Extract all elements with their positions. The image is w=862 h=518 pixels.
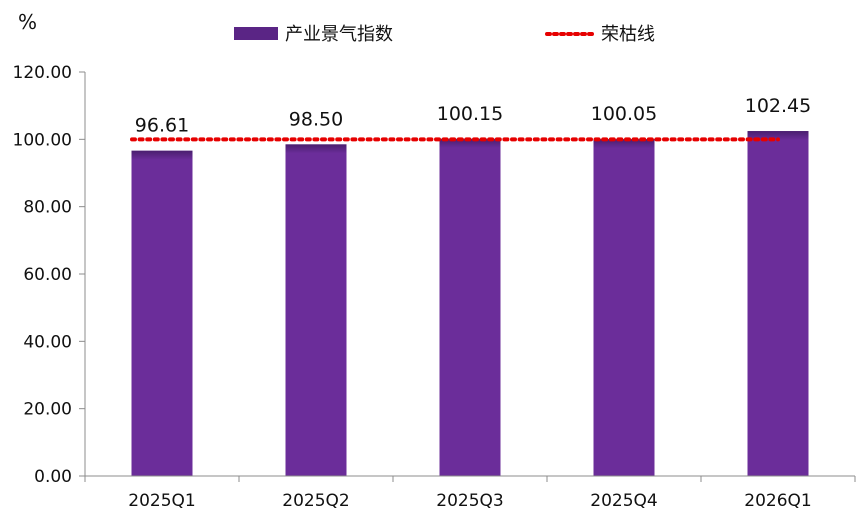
x-tick-label: 2025Q4 [590, 491, 657, 511]
data-label: 100.15 [437, 103, 503, 125]
data-label: 102.45 [745, 95, 811, 117]
y-tick-label: 120.00 [13, 63, 72, 83]
data-label: 96.61 [135, 115, 189, 137]
bar-top-shade [593, 139, 655, 149]
y-tick-label: 80.00 [23, 198, 72, 218]
legend-label-line: 荣枯线 [601, 24, 655, 45]
y-tick-label: 40.00 [23, 332, 72, 352]
bar-top-shade [747, 131, 809, 141]
bar [439, 138, 501, 476]
y-tick-label: 0.00 [34, 467, 72, 487]
bar [593, 139, 655, 477]
x-tick-label: 2025Q2 [282, 491, 349, 511]
bar [131, 150, 193, 476]
x-tick-label: 2025Q1 [128, 491, 195, 511]
data-label: 100.05 [591, 103, 657, 125]
x-tick-label: 2025Q3 [436, 491, 503, 511]
bar-top-shade [439, 138, 501, 148]
data-label: 98.50 [289, 108, 343, 130]
x-tick-label: 2026Q1 [744, 491, 811, 511]
y-unit-label: % [18, 10, 37, 34]
legend: 产业景气指数 荣枯线 [234, 24, 655, 45]
legend-swatch-bar [234, 27, 278, 40]
bar-top-shade [131, 150, 193, 160]
bar [747, 131, 809, 476]
bar-top-shade [285, 144, 347, 154]
data-labels: 96.61 98.50 100.15 100.05 102.45 [135, 95, 811, 137]
y-tick-label: 60.00 [23, 265, 72, 285]
y-tick-label: 20.00 [23, 400, 72, 420]
x-axis: 2025Q1 2025Q2 2025Q3 2025Q4 2026Q1 [84, 475, 856, 511]
bars [131, 131, 809, 477]
y-axis: 0.00 20.00 40.00 60.00 80.00 100.00 120.00 [13, 63, 86, 487]
y-tick-label: 100.00 [13, 130, 72, 150]
bar [285, 144, 347, 476]
legend-label-bar: 产业景气指数 [285, 24, 393, 45]
